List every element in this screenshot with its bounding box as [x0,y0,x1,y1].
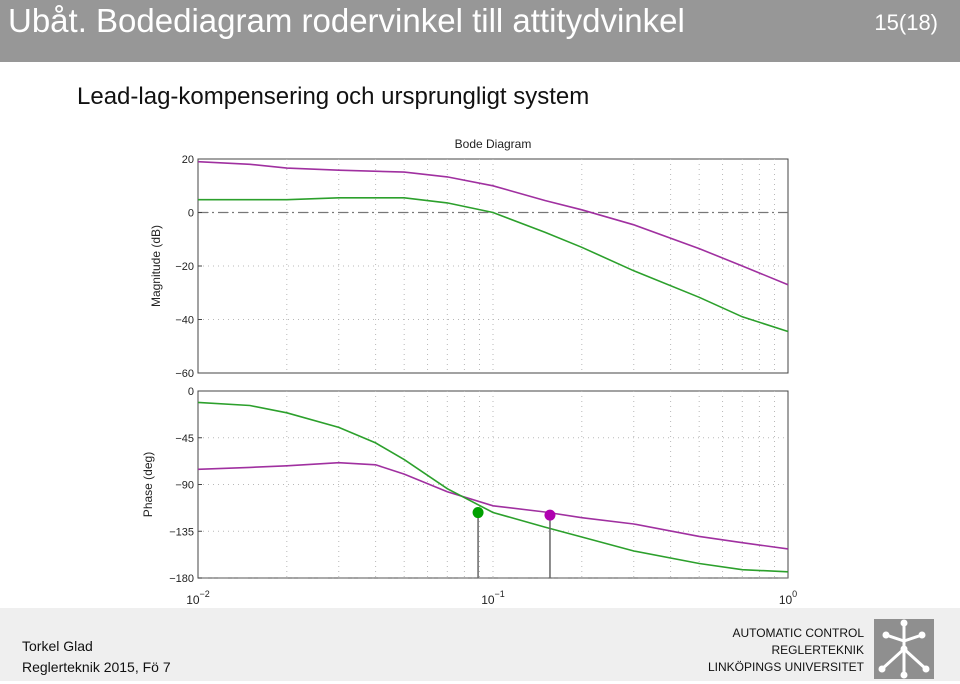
phase-y-tick-label: −45 [175,433,194,445]
phase-margin-marker-1 [472,507,484,519]
page-number: 15(18) [874,10,938,35]
footer-institution-line-2: REGLERTEKNIK [771,643,864,657]
phase-series-1-line [197,461,789,550]
slide-footer: Torkel Glad Reglerteknik 2015, Fö 7 AUTO… [0,608,960,681]
magnitude-y-tick-label: 20 [182,154,194,166]
footer-author: Torkel Glad [22,638,93,654]
x-tick-label: 10−1 [481,589,505,607]
slide-title: Ubåt. Bodediagram rodervinkel till attit… [8,2,685,39]
phase-y-axis-label: Phase (deg) [141,452,155,517]
footer-institution-line-3: LINKÖPINGS UNIVERSITET [707,660,864,674]
magnitude-y-tick-label: −40 [175,315,194,327]
phase-series-2-line [197,401,789,573]
university-logo [874,619,934,679]
phase-margin-marker-2 [544,509,556,521]
slide-subtitle: Lead-lag-kompensering och ursprungligt s… [77,83,590,110]
magnitude-y-axis-label: Magnitude (dB) [149,225,163,307]
magnitude-y-tick-label: 0 [188,208,194,220]
footer-institution-line-1: AUTOMATIC CONTROL [732,626,864,640]
chart-title: Bode Diagram [455,137,532,151]
x-tick-label: 100 [779,589,797,607]
slide-header: Ubåt. Bodediagram rodervinkel till attit… [0,0,960,62]
magnitude-series-2-line [198,197,789,333]
phase-y-tick-label: −180 [169,573,194,585]
phase-y-tick-label: −90 [175,480,194,492]
phase-y-tick-label: −135 [169,526,194,538]
x-tick-label: 10−2 [186,589,210,607]
magnitude-series-1-line [197,160,789,286]
magnitude-y-tick-label: −60 [175,368,194,380]
magnitude-y-tick-label: −20 [175,261,194,273]
footer-course: Reglerteknik 2015, Fö 7 [22,659,171,675]
phase-y-tick-label: 0 [188,386,194,398]
